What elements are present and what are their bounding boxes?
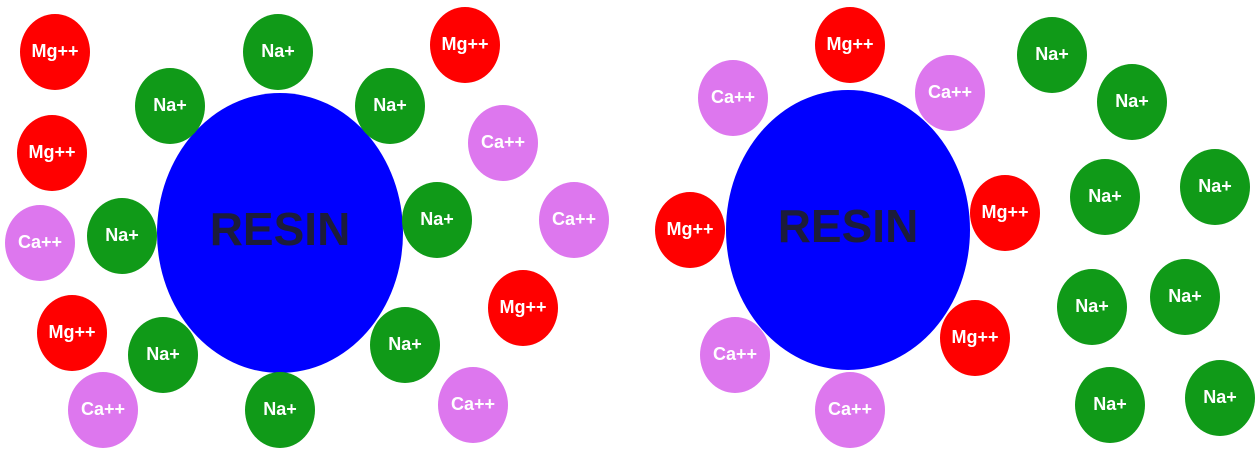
ion-label: Na+	[420, 209, 454, 229]
ion-label: Mg++	[981, 202, 1028, 222]
ion-label: Na+	[1203, 387, 1237, 407]
ion-label: Ca++	[451, 394, 495, 414]
ion-label: Mg++	[951, 327, 998, 347]
ion-label: Na+	[1035, 44, 1069, 64]
ion-label: Na+	[1088, 186, 1122, 206]
ion-label: Na+	[1093, 394, 1127, 414]
ion-label: Na+	[263, 399, 297, 419]
ion-label: Na+	[105, 225, 139, 245]
ion-label: Mg++	[666, 219, 713, 239]
diagram: RESIN Mg++ Na+ Mg++ Na+ Na+ Mg++ Ca++ Ca++ Na+ Na+…	[0, 0, 1255, 450]
resin-label: RESIN	[778, 200, 919, 252]
ion-label: Ca++	[18, 232, 62, 252]
ion-label: Mg++	[31, 41, 78, 61]
ion-label: Na+	[146, 344, 180, 364]
ion-label: Na+	[1075, 296, 1109, 316]
resin-label: RESIN	[210, 203, 351, 255]
ion-label: Na+	[1115, 91, 1149, 111]
ion-label: Mg++	[441, 34, 488, 54]
ion-label: Mg++	[28, 142, 75, 162]
ion-label: Ca++	[552, 209, 596, 229]
ion-label: Na+	[261, 41, 295, 61]
ion-label: Ca++	[828, 399, 872, 419]
ion-label: Mg++	[826, 34, 873, 54]
ion-label: Ca++	[928, 82, 972, 102]
ion-label: Ca++	[713, 344, 757, 364]
ion-label: Na+	[373, 95, 407, 115]
ion-label: Mg++	[48, 322, 95, 342]
ion-label: Na+	[388, 334, 422, 354]
ion-label: Ca++	[81, 399, 125, 419]
ion-label: Na+	[153, 95, 187, 115]
ion-label: Na+	[1168, 286, 1202, 306]
ion-label: Ca++	[481, 132, 525, 152]
ion-label: Na+	[1198, 176, 1232, 196]
ion-label: Ca++	[711, 87, 755, 107]
ion-label: Mg++	[499, 297, 546, 317]
